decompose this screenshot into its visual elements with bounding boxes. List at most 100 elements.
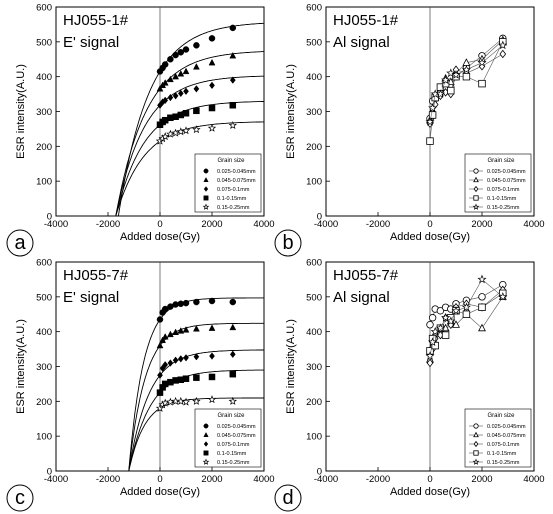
x-axis-label: Added dose(Gy) [390, 486, 470, 498]
legend-marker [203, 450, 209, 456]
legend-marker [473, 440, 479, 448]
data-point [167, 56, 174, 63]
data-point [425, 117, 435, 126]
data-point [177, 70, 185, 77]
data-point [156, 316, 164, 323]
x-axis-label: Added dose(Gy) [390, 231, 470, 243]
y-tick-label: 400 [306, 327, 322, 338]
panel-a: -4000 -2000 0 2000 4000 0 100 200 300 400 500 600 Ad… [6, 3, 275, 257]
data-point [208, 35, 216, 42]
fit-curve-4 [128, 369, 264, 471]
data-point [162, 96, 169, 105]
data-point [182, 46, 190, 53]
y-tick-label: 100 [306, 432, 322, 443]
legend-box [464, 153, 532, 213]
y-tick-label: 600 [36, 3, 52, 14]
legend-label: 0.045-0.075mm [487, 178, 526, 184]
legend-label: 0.045-0.075mm [217, 178, 256, 184]
y-tick-label: 400 [36, 72, 52, 83]
x-tick-label: 2000 [201, 474, 222, 485]
panel-subtitle: Al signal [333, 289, 390, 306]
legend-label: 0.15-0.25mm [217, 460, 250, 466]
data-point [229, 76, 236, 84]
data-point [172, 92, 179, 100]
data-point [177, 49, 185, 56]
legend-marker [472, 203, 480, 210]
y-tick-label: 0 [47, 467, 52, 478]
series-4 [426, 38, 507, 145]
x-tick-label: 4000 [523, 474, 544, 485]
data-point [478, 323, 486, 332]
data-point [177, 355, 184, 363]
data-point [192, 396, 201, 405]
data-point [229, 24, 237, 32]
x-tick-label: 4000 [253, 474, 274, 485]
y-tick-label: 500 [36, 37, 52, 48]
legend-label: 0.1-0.15mm [217, 196, 247, 202]
data-point [193, 298, 200, 306]
data-point [452, 320, 460, 328]
panel-letter-circle [6, 484, 34, 512]
legend: Grain size 0.025-0.045mm 0.045-0.075mm 0.07… [464, 153, 532, 213]
fit-curve-5 [115, 121, 264, 216]
y-tick-label: 600 [36, 258, 52, 269]
x-tick-label: 2000 [471, 219, 492, 230]
data-point [477, 274, 487, 284]
x-tick-label: -2000 [96, 474, 120, 485]
y-tick-label: 200 [306, 142, 322, 153]
data-point [229, 323, 237, 331]
x-axis-label: Added dose(Gy) [120, 486, 200, 498]
fit-curve-2 [115, 51, 264, 216]
legend: Grain size 0.025-0.045mm 0.045-0.075mm 0.07… [194, 153, 262, 213]
data-point [161, 79, 169, 86]
data-point [193, 42, 200, 49]
data-point [172, 356, 179, 364]
panel-title: HJ055-7# [63, 267, 129, 284]
data-point [161, 132, 170, 141]
panel-letter: b [282, 232, 293, 254]
data-point [208, 58, 216, 66]
data-point [192, 125, 201, 134]
series-3 [157, 350, 236, 379]
y-axis-label: ESR intensity(A.U.) [15, 64, 27, 159]
fit-curve-1 [117, 22, 264, 216]
data-point [498, 292, 508, 301]
data-point [462, 72, 471, 81]
y-tick-label: 200 [36, 142, 52, 153]
data-point [183, 354, 189, 362]
panel-subtitle: Al signal [333, 34, 390, 51]
legend-label: 0.15-0.25mm [487, 205, 520, 211]
y-tick-label: 0 [317, 212, 322, 223]
data-point [207, 395, 217, 404]
data-point [228, 396, 237, 405]
panel-c: -4000 -2000 0 2000 4000 0 100 200 300 400 500 600 Ad… [6, 258, 275, 512]
data-point [426, 321, 434, 329]
series-1 [156, 297, 237, 323]
fit-curve-4 [115, 101, 264, 216]
y-axis-label: ESR intensity(A.U.) [15, 319, 27, 414]
panel-letter-circle [274, 229, 302, 257]
data-point [208, 373, 216, 381]
legend-title: Grain size [487, 413, 515, 419]
data-point [157, 371, 163, 379]
series-5 [155, 121, 237, 145]
legend-marker [473, 195, 479, 201]
data-point [172, 328, 180, 336]
data-point [428, 314, 437, 322]
legend-label: 0.075-0.1mm [487, 442, 520, 448]
series-3 [157, 76, 236, 109]
legend-marker [473, 450, 479, 456]
y-tick-label: 300 [306, 362, 322, 373]
legend-marker [203, 177, 209, 183]
data-point [428, 337, 438, 346]
legend-marker [202, 203, 210, 210]
data-point [182, 109, 190, 117]
legend-label: 0.045-0.075mm [487, 433, 526, 439]
data-point [461, 302, 471, 312]
y-tick-label: 400 [36, 327, 52, 338]
data-point [446, 316, 456, 326]
legend-marker [472, 458, 480, 465]
data-point [435, 323, 445, 333]
x-tick-label: -2000 [366, 219, 390, 230]
data-point [182, 299, 190, 307]
